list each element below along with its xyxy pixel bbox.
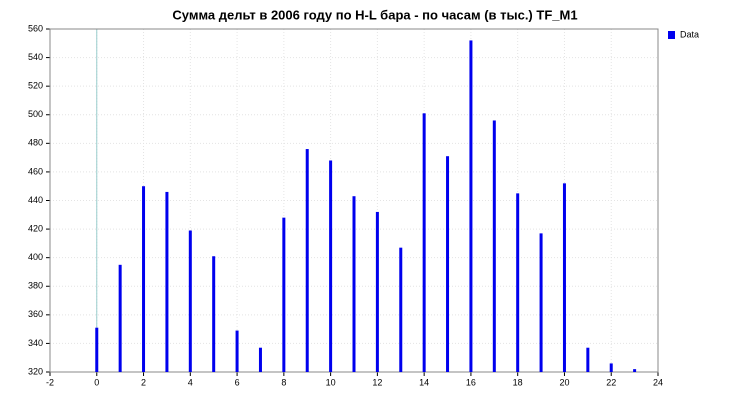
bar [446, 156, 450, 372]
x-tick-label: 12 [372, 377, 382, 387]
y-tick-label: 520 [28, 81, 43, 91]
bar [562, 183, 566, 372]
x-tick-label: 8 [281, 377, 286, 387]
x-tick-label: -2 [46, 377, 54, 387]
bar [586, 347, 590, 372]
x-tick-label: 18 [513, 377, 523, 387]
bar [422, 113, 426, 372]
bar [469, 40, 473, 372]
bar [516, 193, 520, 372]
y-tick-label: 500 [28, 109, 43, 119]
bar [539, 233, 543, 372]
bar [305, 149, 309, 372]
bar [95, 327, 99, 372]
x-tick-label: 0 [94, 377, 99, 387]
chart-title: Сумма дельт в 2006 году по H-L бара - по… [172, 7, 577, 22]
x-tick-label: 22 [606, 377, 616, 387]
y-tick-label: 360 [28, 309, 43, 319]
bar [329, 160, 333, 372]
x-tick-label: 10 [326, 377, 336, 387]
x-tick-label: 16 [466, 377, 476, 387]
bar [212, 256, 216, 372]
y-tick-label: 480 [28, 138, 43, 148]
y-tick-label: 340 [28, 338, 43, 348]
bar [235, 330, 239, 372]
x-tick-label: 4 [188, 377, 193, 387]
bar [633, 369, 637, 372]
bar [165, 191, 169, 372]
bar [609, 363, 613, 372]
bar [258, 347, 262, 372]
legend-label: Data [680, 29, 699, 39]
y-tick-label: 420 [28, 223, 43, 233]
x-tick-label: 6 [235, 377, 240, 387]
y-tick-label: 400 [28, 252, 43, 262]
bar [492, 120, 496, 372]
y-tick-label: 320 [28, 366, 43, 376]
y-tick-label: 440 [28, 195, 43, 205]
x-tick-label: 24 [653, 377, 663, 387]
x-tick-label: 20 [559, 377, 569, 387]
y-tick-label: 540 [28, 52, 43, 62]
bar [118, 264, 122, 372]
bar [352, 196, 356, 372]
bar [188, 230, 192, 372]
bar [375, 211, 379, 372]
y-tick-label: 380 [28, 281, 43, 291]
bar [142, 186, 146, 372]
bar [399, 247, 403, 372]
x-tick-label: 2 [141, 377, 146, 387]
bar [282, 217, 286, 372]
y-tick-label: 460 [28, 166, 43, 176]
y-tick-label: 560 [28, 23, 43, 33]
x-tick-label: 14 [419, 377, 429, 387]
legend-swatch [668, 31, 675, 39]
